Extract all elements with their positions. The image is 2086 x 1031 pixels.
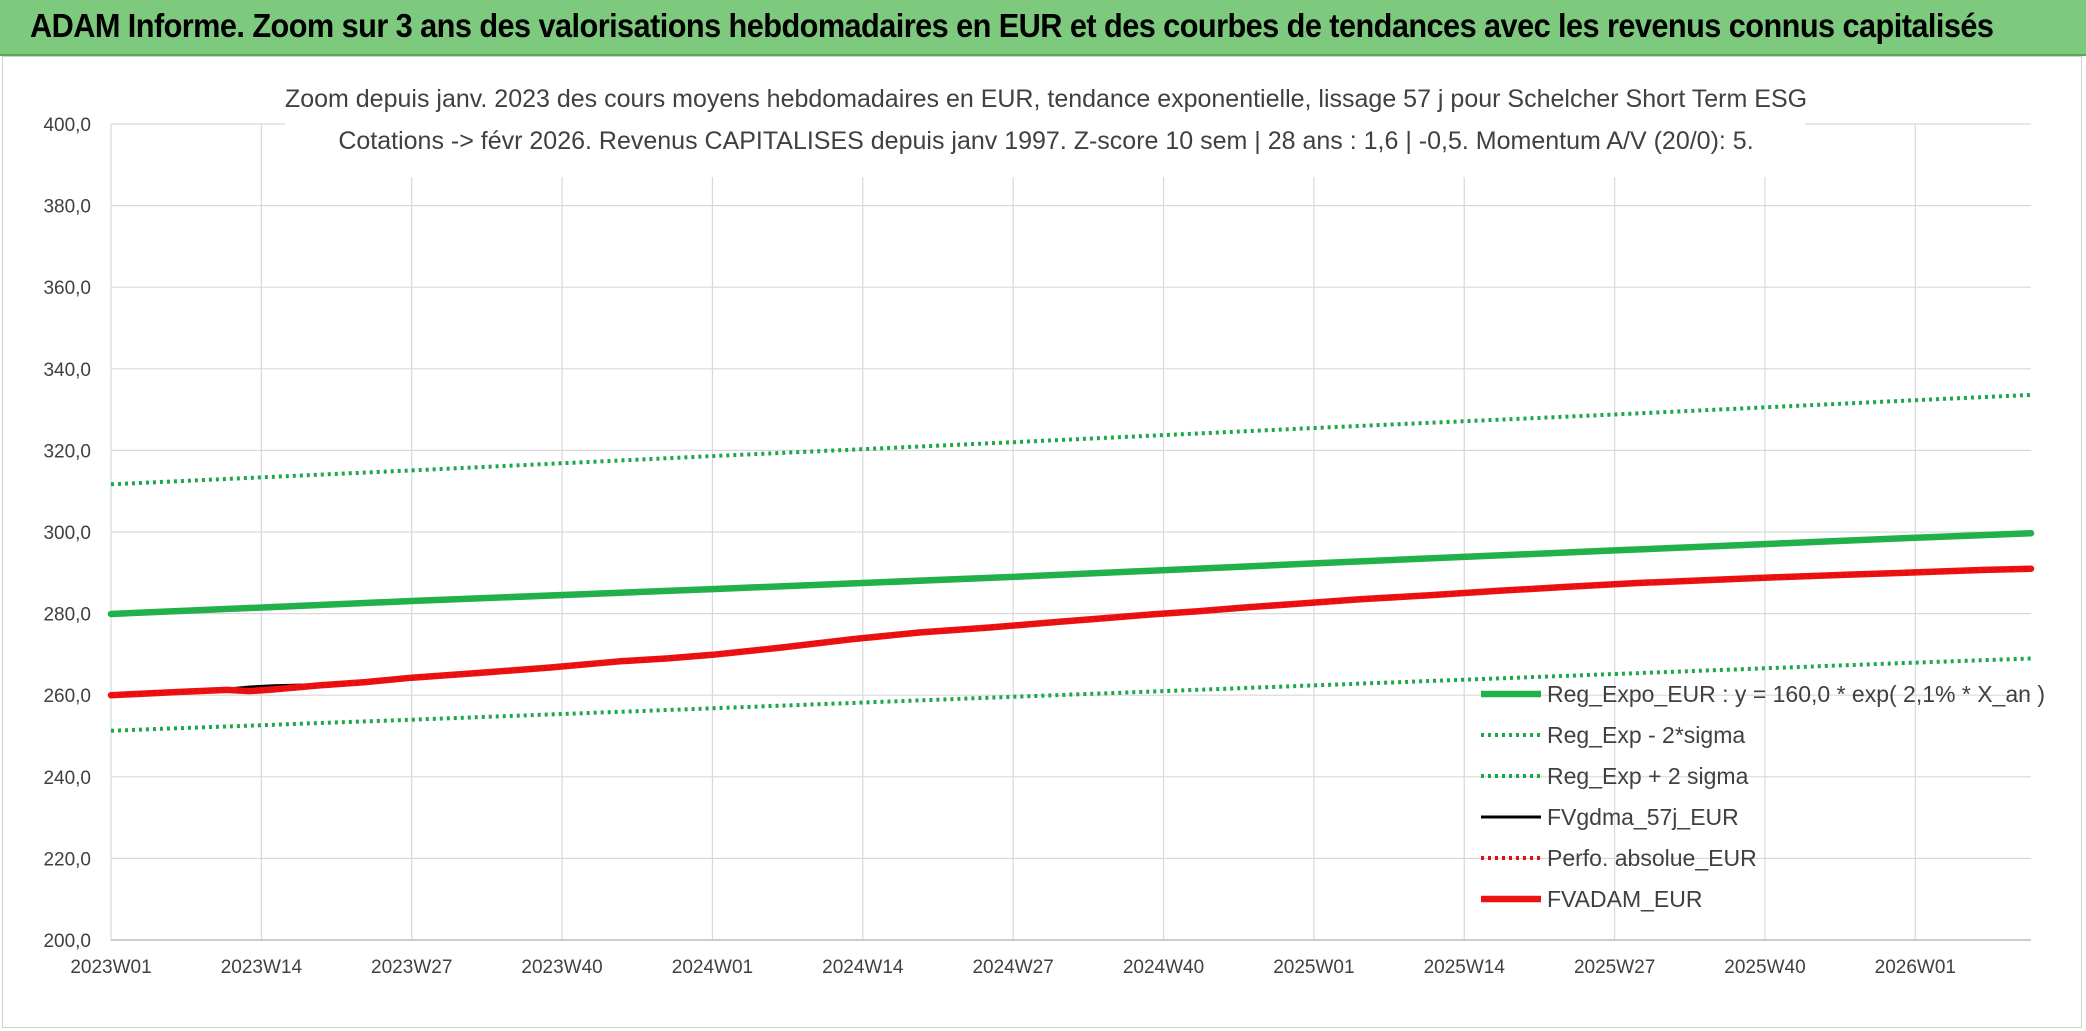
- y-tick-label: 240,0: [43, 768, 91, 789]
- x-tick-label: 2023W14: [221, 957, 303, 978]
- y-tick-label: 220,0: [43, 849, 91, 870]
- chart-title-line: Cotations -> févr 2026. Revenus CAPITALI…: [338, 127, 1753, 155]
- series-line-0: [107, 529, 2035, 618]
- chart-frame: 200,0 220,0 240,0 260,0 280,0 300,0 320,0 340,0…: [2, 56, 2082, 1028]
- x-tick-label: 2024W27: [972, 957, 1053, 978]
- x-tick-label: 2024W14: [822, 957, 904, 978]
- legend-label-2: Reg_Exp + 2 sigma: [1547, 763, 1749, 789]
- x-tick-label: 2024W01: [672, 957, 753, 978]
- series-line-4: [110, 566, 2032, 698]
- x-tick-label: 2025W27: [1574, 957, 1655, 978]
- line-chart: 200,0 220,0 240,0 260,0 280,0 300,0 320,0 340,0…: [43, 67, 2045, 978]
- x-tick-label: 2023W01: [70, 957, 151, 978]
- report-title: ADAM Informe. Zoom sur 3 ans des valoris…: [30, 7, 1994, 44]
- y-tick-label: 340,0: [43, 360, 91, 381]
- x-tick-label: 2025W01: [1273, 957, 1354, 978]
- y-tick-label: 260,0: [43, 686, 91, 707]
- legend-label-4: Perfo. absolue_EUR: [1547, 845, 1757, 871]
- y-tick-label: 320,0: [43, 441, 91, 462]
- y-tick-label: 400,0: [43, 115, 91, 136]
- y-tick-label: 200,0: [43, 931, 91, 952]
- axis-layer: 200,0 220,0 240,0 260,0 280,0 300,0 320,0 340,0…: [43, 115, 2031, 978]
- x-tick-label: 2023W27: [371, 957, 452, 978]
- chart-title: Zoom depuis janv. 2023 des cours moyens …: [285, 67, 1807, 177]
- series-line-2: [110, 392, 2032, 487]
- series-line-5: [107, 565, 2035, 699]
- x-tick-label: 2025W14: [1424, 957, 1506, 978]
- chart-title-line: Zoom depuis janv. 2023 des cours moyens …: [285, 85, 1807, 113]
- legend-label-0: Reg_Expo_EUR : y = 160,0 * exp( 2,1% * X…: [1547, 681, 2045, 707]
- y-tick-label: 380,0: [43, 197, 91, 218]
- y-tick-label: 360,0: [43, 278, 91, 299]
- y-tick-label: 280,0: [43, 605, 91, 626]
- chart-title-background: [285, 67, 1805, 177]
- x-tick-label: 2024W40: [1123, 957, 1204, 978]
- legend: Reg_Expo_EUR : y = 160,0 * exp( 2,1% * X…: [1481, 681, 2045, 912]
- grid-layer: [110, 123, 2031, 941]
- x-tick-label: 2023W40: [521, 957, 602, 978]
- legend-label-3: FVgdma_57j_EUR: [1547, 804, 1739, 830]
- legend-label-1: Reg_Exp - 2*sigma: [1547, 722, 1745, 748]
- x-tick-label: 2025W40: [1724, 957, 1805, 978]
- report-banner: ADAM Informe. Zoom sur 3 ans des valoris…: [0, 0, 2086, 56]
- x-tick-label: 2026W01: [1875, 957, 1956, 978]
- series-line-1: [110, 656, 2032, 733]
- y-tick-label: 300,0: [43, 523, 91, 544]
- series-layer: [107, 392, 2035, 733]
- legend-label-5: FVADAM_EUR: [1547, 886, 1703, 912]
